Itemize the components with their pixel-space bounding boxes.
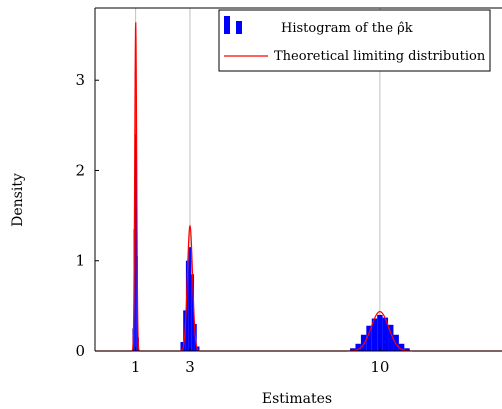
y-tick-label: 2 [75, 161, 85, 179]
histogram-bar [366, 325, 372, 351]
histogram-bar [196, 346, 200, 351]
histogram-bar [393, 334, 399, 351]
x-tick-label: 10 [370, 358, 389, 376]
legend-label-curve: Theoretical limiting distribution [274, 49, 486, 64]
theoretical-curve [95, 22, 502, 352]
x-tick-label: 3 [185, 358, 195, 376]
histogram-bar [350, 348, 356, 351]
legend-hist-swatch-2 [236, 21, 242, 34]
histogram-bar [371, 318, 378, 351]
histogram-bar [135, 134, 137, 351]
legend-box [218, 9, 491, 72]
histogram-bar [382, 317, 389, 351]
histogram-bars [132, 71, 410, 352]
legend-hist-swatch-1 [224, 16, 230, 34]
x-axis-label: Estimates [262, 391, 332, 407]
histogram-bar [134, 71, 136, 352]
histogram-bar [185, 260, 189, 351]
axes [94, 7, 502, 352]
y-tick-label: 1 [75, 252, 85, 270]
histogram-bar [180, 341, 184, 351]
legend: Histogram of the ρ̂k Theoretical limitin… [218, 9, 491, 72]
legend-label-histogram: Histogram of the ρ̂k [281, 21, 413, 36]
histogram-bar [388, 324, 394, 351]
histogram-bar [188, 247, 192, 351]
histogram-bar [398, 343, 405, 351]
histogram-bar [191, 274, 195, 351]
tick-labels: 0 1 2 3 1 3 10 [75, 71, 389, 376]
histogram-bar [360, 334, 367, 351]
histogram-bar [377, 314, 383, 351]
y-axis-label: Density [10, 173, 26, 227]
histogram-bar [355, 343, 361, 351]
theoretical-curve-layer [95, 22, 502, 352]
histogram-bar [404, 348, 410, 351]
y-tick-label: 0 [75, 342, 85, 360]
y-tick-label: 3 [75, 71, 85, 89]
x-tick-label: 1 [131, 358, 141, 376]
